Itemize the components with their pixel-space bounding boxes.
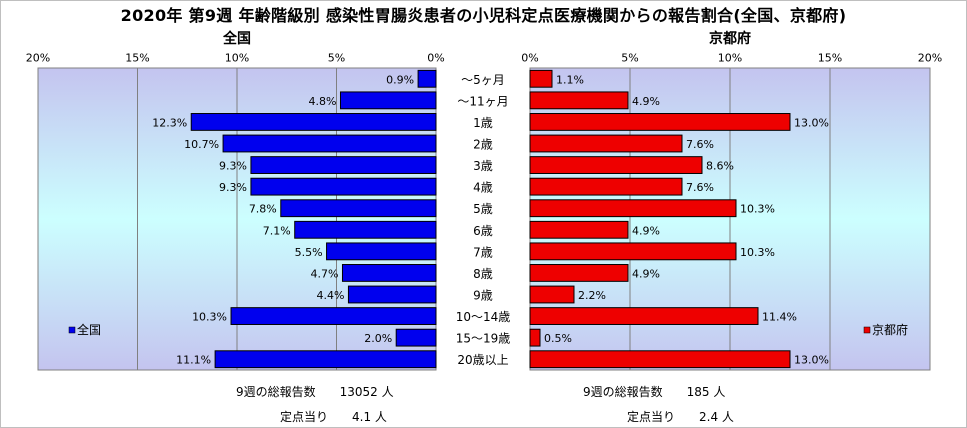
age-category-label: ～11ヶ月 (457, 94, 508, 108)
national-data-label: 7.8% (249, 203, 277, 216)
chart-title: 2020年 第9週 年齢階級別 感染性胃腸炎患者の小児科定点医療機関からの報告割… (120, 6, 847, 25)
kyoto-data-label: 1.1% (556, 73, 584, 86)
kyoto-x-tick-label: 10% (718, 52, 742, 65)
kyoto-legend-label: 京都府 (872, 322, 908, 337)
kyoto-data-label: 10.3% (740, 203, 775, 216)
national-data-label: 11.1% (176, 354, 211, 367)
national-bar (222, 134, 437, 153)
age-category-label: 1歳 (473, 116, 493, 130)
kyoto-bar (529, 285, 575, 304)
national-legend-swatch (68, 326, 76, 334)
kyoto-bar (529, 350, 791, 369)
kyoto-panel-title: 京都府 (709, 30, 751, 47)
age-category-label: 9歳 (473, 289, 493, 303)
national-data-label: 5.5% (295, 246, 323, 259)
national-bar (190, 113, 437, 131)
national-x-tick-label: 20% (26, 52, 50, 65)
national-data-label: 4.4% (316, 289, 344, 302)
kyoto-data-label: 13.0% (794, 354, 829, 367)
age-category-label: 20歳以上 (457, 353, 508, 367)
national-bar (326, 242, 437, 261)
national-data-label: 9.3% (219, 160, 247, 173)
national-data-label: 10.7% (184, 138, 219, 151)
kyoto-bar (529, 113, 791, 131)
kyoto-data-label: 0.5% (544, 332, 572, 345)
age-category-label: ～5ヶ月 (461, 73, 505, 87)
national-data-label: 4.8% (309, 95, 337, 108)
kyoto-bar (529, 156, 703, 174)
national-x-tick-label: 0% (427, 52, 444, 65)
national-bar (214, 350, 437, 369)
national-total-reports: 9週の総報告数 13052 人 (236, 385, 394, 399)
kyoto-data-label: 11.4% (762, 311, 797, 324)
national-data-label: 10.3% (192, 311, 227, 324)
national-bar (341, 264, 437, 282)
kyoto-bar (529, 199, 737, 218)
age-category-label: 4歳 (473, 181, 493, 195)
kyoto-bar (529, 242, 737, 261)
kyoto-legend-swatch (863, 326, 871, 334)
national-bar (250, 156, 437, 174)
kyoto-data-label: 10.3% (740, 246, 775, 259)
national-panel-title: 全国 (222, 30, 251, 47)
kyoto-bar (529, 264, 629, 282)
age-category-label: 15～19歳 (456, 332, 511, 346)
age-category-label: 8歳 (473, 267, 493, 281)
kyoto-data-label: 13.0% (794, 116, 829, 129)
kyoto-bar (529, 177, 683, 196)
national-data-label: 0.9% (386, 73, 414, 86)
kyoto-data-label: 4.9% (632, 95, 660, 108)
kyoto-data-label: 4.9% (632, 267, 660, 280)
national-x-tick-label: 15% (125, 52, 149, 65)
national-data-label: 9.3% (219, 181, 247, 194)
age-category-label: 5歳 (473, 202, 493, 216)
national-x-tick-label: 10% (225, 52, 249, 65)
kyoto-data-label: 4.9% (632, 224, 660, 237)
national-data-label: 7.1% (263, 224, 291, 237)
kyoto-x-tick-label: 20% (918, 52, 942, 65)
kyoto-data-label: 2.2% (578, 289, 606, 302)
national-bar (339, 91, 437, 110)
kyoto-bar (529, 307, 759, 325)
national-legend-label: 全国 (77, 322, 101, 337)
age-category-label: 7歳 (473, 245, 493, 259)
national-bar (395, 328, 437, 347)
national-bar (294, 220, 437, 239)
kyoto-data-label: 8.6% (706, 160, 734, 173)
kyoto-bar (529, 69, 553, 88)
national-data-label: 4.7% (311, 267, 339, 280)
kyoto-total-reports: 9週の総報告数 185 人 (583, 385, 726, 399)
kyoto-bar (529, 328, 541, 347)
age-category-label: 2歳 (473, 138, 493, 152)
national-bar (280, 199, 437, 218)
kyoto-x-tick-label: 0% (521, 52, 538, 65)
national-bar (347, 285, 437, 304)
national-data-label: 2.0% (364, 332, 392, 345)
national-bar (417, 69, 437, 88)
kyoto-x-tick-label: 15% (818, 52, 842, 65)
kyoto-bar (529, 220, 629, 239)
age-category-label: 10～14歳 (456, 310, 511, 324)
kyoto-data-label: 7.6% (686, 138, 714, 151)
national-bar (230, 307, 437, 325)
kyoto-bar (529, 91, 629, 110)
kyoto-x-tick-label: 5% (621, 52, 638, 65)
national-per-site: 定点当り 4.1 人 (280, 410, 387, 424)
age-category-label: 3歳 (473, 159, 493, 173)
kyoto-bar (529, 134, 683, 153)
kyoto-data-label: 7.6% (686, 181, 714, 194)
national-data-label: 12.3% (152, 116, 187, 129)
age-category-label: 6歳 (473, 224, 493, 238)
national-bar (250, 177, 437, 196)
national-x-tick-label: 5% (328, 52, 345, 65)
kyoto-per-site: 定点当り 2.4 人 (627, 410, 734, 424)
